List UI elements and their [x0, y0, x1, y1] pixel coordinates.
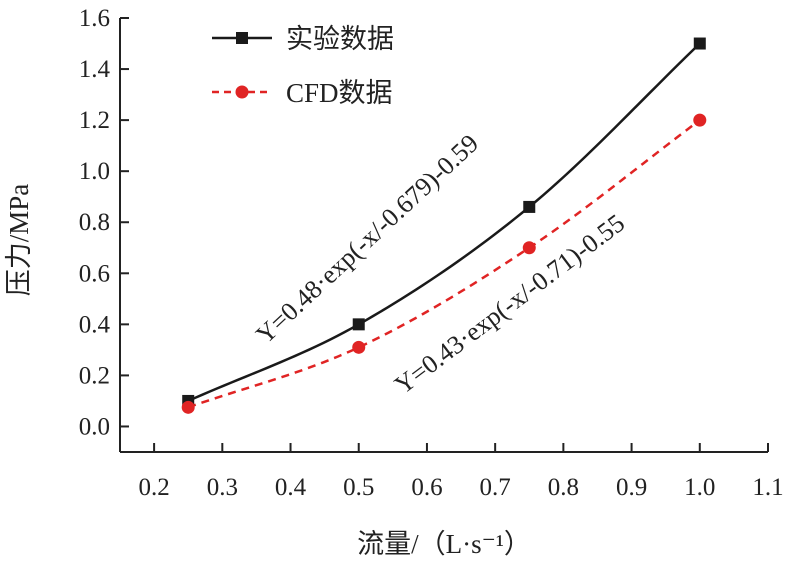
series-line-0 [187, 42, 701, 403]
y-tick-label: 1.6 [79, 5, 110, 32]
data-point-circle [181, 400, 195, 414]
data-point-square [693, 37, 706, 50]
x-tick-label: 0.7 [480, 474, 511, 501]
x-tick-label: 1.0 [684, 474, 715, 501]
x-axis-title: 流量/（L·s⁻¹） [357, 529, 531, 559]
data-point-square [352, 318, 365, 331]
legend-marker-circle [235, 85, 249, 99]
equation-cfd: Y=0.43·exp(-x/-0.71)-0.55 [389, 208, 630, 399]
legend-label-experimental: 实验数据 [286, 24, 394, 54]
x-tick-label: 0.4 [275, 474, 307, 501]
x-tick-label: 0.3 [207, 474, 238, 501]
legend-entry-cfd: CFD数据 [212, 78, 393, 108]
y-tick-label: 0.0 [79, 413, 110, 440]
equation-experimental: Y=0.48·exp(-x/-0.679)-0.59 [250, 129, 484, 350]
y-tick-label: 0.2 [79, 362, 110, 389]
x-tick-label: 0.9 [616, 474, 647, 501]
y-axis-ticks: 0.0 0.2 0.4 0.6 0.8 1.0 1.2 1.4 1.6 [79, 5, 129, 440]
y-tick-label: 0.6 [79, 260, 110, 287]
y-tick-label: 1.2 [79, 107, 110, 134]
legend-entry-experimental: 实验数据 [212, 24, 394, 54]
x-tick-label: 0.5 [343, 474, 374, 501]
y-tick-label: 1.0 [79, 158, 110, 185]
y-axis-title: 压力/MPa [4, 184, 34, 297]
legend: 实验数据 CFD数据 [212, 24, 394, 108]
y-tick-label: 0.8 [79, 209, 110, 236]
x-tick-label: 1.1 [752, 474, 783, 501]
legend-marker-square [236, 32, 248, 44]
fit-curves [187, 42, 701, 409]
y-tick-label: 0.4 [79, 311, 111, 338]
data-point-circle [693, 113, 707, 127]
x-axis-ticks: 0.2 0.3 0.4 0.5 0.6 0.7 0.8 0.9 1.0 1.1 [138, 443, 784, 501]
data-point-square [523, 200, 536, 213]
y-tick-label: 1.4 [79, 56, 111, 83]
plot-area: 0.0 0.2 0.4 0.6 0.8 1.0 1.2 1.4 1.6 0.2 0.3 0.4 0.5… [79, 5, 784, 501]
x-tick-label: 0.8 [548, 474, 579, 501]
data-point-circle [522, 241, 536, 255]
legend-label-cfd: CFD数据 [286, 78, 393, 108]
series-line-1 [187, 119, 701, 409]
data-point-circle [352, 340, 366, 354]
data-markers [181, 37, 707, 414]
x-tick-label: 0.6 [411, 474, 442, 501]
x-tick-label: 0.2 [138, 474, 169, 501]
